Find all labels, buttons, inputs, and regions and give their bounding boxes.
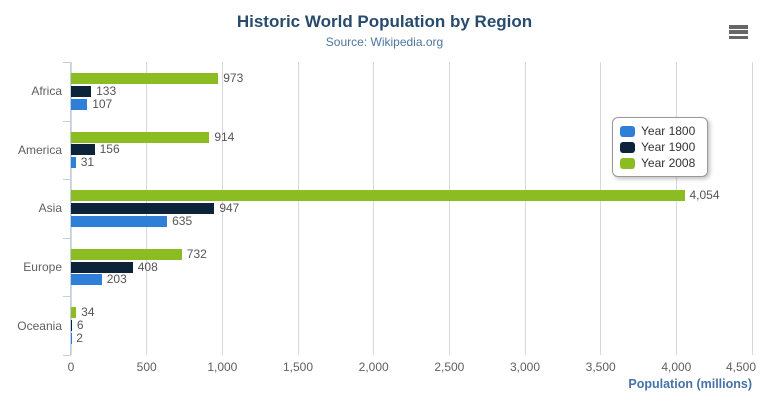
bar-america-year-1800[interactable] bbox=[71, 157, 76, 169]
data-label: 947 bbox=[219, 200, 240, 215]
chart-subtitle: Source: Wikipedia.org bbox=[325, 35, 444, 49]
category-axis-tick bbox=[63, 179, 71, 181]
category-row-america: America 914 156 31 bbox=[0, 121, 769, 180]
x-tick-label: 1,000 bbox=[207, 360, 238, 374]
data-label: 2 bbox=[76, 330, 83, 345]
bar-africa-year-1800[interactable] bbox=[71, 98, 88, 110]
gridline bbox=[675, 62, 677, 355]
gridline bbox=[600, 62, 602, 355]
data-label: 31 bbox=[80, 155, 95, 170]
x-tick-label: 2,000 bbox=[358, 360, 389, 374]
data-label: 6 bbox=[76, 318, 84, 333]
x-tick-label: 4,000 bbox=[661, 360, 692, 374]
category-label: Oceania bbox=[17, 318, 62, 333]
x-tick-label: 3,000 bbox=[509, 360, 541, 374]
category-axis-tick bbox=[63, 120, 71, 122]
hamburger-icon bbox=[729, 35, 748, 39]
data-label: 203 bbox=[106, 272, 127, 287]
data-label: 133 bbox=[96, 83, 117, 98]
legend-swatch-year-1900 bbox=[620, 141, 635, 153]
bar-oceania-year-1900[interactable] bbox=[71, 320, 72, 332]
legend-item-year-1900[interactable]: Year 1900 bbox=[620, 139, 695, 155]
bar-africa-year-1900[interactable] bbox=[71, 85, 92, 97]
export-menu-button[interactable] bbox=[729, 25, 748, 39]
bar-europe-year-2008[interactable] bbox=[71, 248, 182, 260]
gridline bbox=[448, 62, 450, 355]
category-axis-tick bbox=[63, 62, 71, 63]
hamburger-icon bbox=[729, 30, 748, 34]
category-axis-tick bbox=[63, 296, 71, 298]
x-tick-label: 500 bbox=[136, 360, 157, 374]
bar-america-year-2008[interactable] bbox=[71, 131, 210, 143]
bar-asia-year-1900[interactable] bbox=[71, 202, 215, 214]
bar-europe-year-1900[interactable] bbox=[71, 261, 133, 273]
data-label: 156 bbox=[99, 142, 120, 157]
data-label: 408 bbox=[137, 259, 158, 274]
legend-item-year-2008[interactable]: Year 2008 bbox=[620, 155, 695, 171]
category-label: Europe bbox=[23, 260, 62, 275]
category-row-asia: Asia 4,054 947 635 bbox=[0, 179, 769, 238]
data-label: 4,054 bbox=[689, 188, 720, 203]
legend: Year 1800 Year 1900 Year 2008 bbox=[612, 117, 709, 177]
bar-europe-year-1800[interactable] bbox=[71, 274, 102, 286]
x-tick-label: 4,500 bbox=[725, 360, 756, 374]
legend-swatch-year-1800 bbox=[620, 125, 635, 137]
data-label: 914 bbox=[214, 129, 235, 144]
category-label: Asia bbox=[38, 201, 62, 216]
bar-asia-year-1800[interactable] bbox=[71, 215, 168, 227]
data-label: 635 bbox=[172, 213, 193, 228]
x-tick-label: 1,500 bbox=[282, 360, 314, 374]
bar-asia-year-2008[interactable] bbox=[71, 190, 685, 202]
gridline bbox=[373, 62, 375, 355]
category-row-europe: Europe 732 408 203 bbox=[0, 238, 769, 297]
x-tick-label: 0 bbox=[67, 360, 75, 374]
data-label: 34 bbox=[81, 305, 95, 320]
legend-label: Year 1800 bbox=[641, 124, 696, 138]
gridline bbox=[751, 62, 753, 355]
legend-swatch-year-2008 bbox=[620, 157, 635, 169]
category-label: America bbox=[17, 142, 62, 157]
category-label: Africa bbox=[31, 84, 62, 99]
gridline bbox=[221, 62, 223, 355]
legend-item-year-1800[interactable]: Year 1800 bbox=[620, 123, 695, 139]
hamburger-icon bbox=[729, 25, 748, 29]
category-axis-tick bbox=[63, 237, 71, 239]
bar-america-year-1900[interactable] bbox=[71, 144, 95, 156]
data-label: 973 bbox=[223, 71, 244, 85]
category-axis-line bbox=[70, 62, 71, 356]
bar-oceania-year-2008[interactable] bbox=[71, 307, 77, 319]
bar-oceania-year-1800[interactable] bbox=[71, 332, 72, 344]
data-label: 732 bbox=[186, 246, 207, 261]
bar-africa-year-2008[interactable] bbox=[71, 73, 219, 84]
category-axis-tick bbox=[63, 355, 71, 356]
x-tick-label: 3,500 bbox=[585, 360, 616, 374]
gridline bbox=[524, 62, 526, 355]
legend-label: Year 1900 bbox=[641, 140, 696, 154]
gridline bbox=[297, 62, 299, 355]
chart-title: Historic World Population by Region bbox=[236, 12, 533, 31]
x-tick-label: 2,500 bbox=[434, 360, 465, 374]
data-label: 107 bbox=[92, 96, 113, 111]
legend-label: Year 2008 bbox=[641, 156, 696, 170]
category-row-oceania: Oceania 34 6 2 bbox=[0, 296, 769, 355]
x-axis-title: Population (millions) bbox=[628, 377, 752, 391]
category-row-africa: Africa 973 133 107 bbox=[0, 62, 769, 121]
